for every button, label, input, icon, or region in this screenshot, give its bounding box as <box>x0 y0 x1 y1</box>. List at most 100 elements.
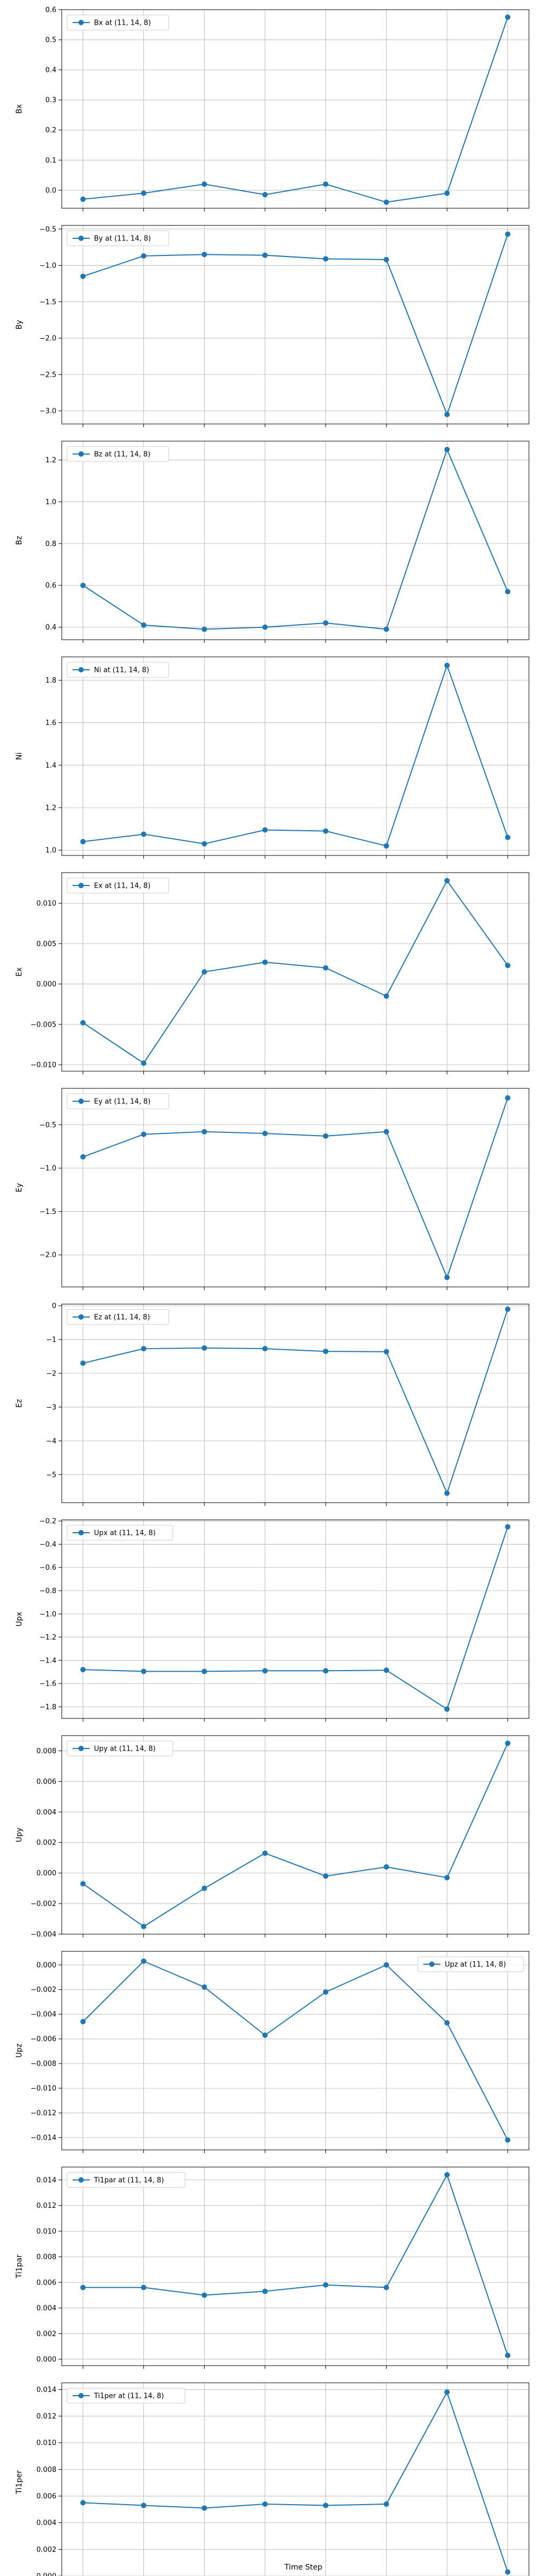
series-line <box>83 1309 509 1495</box>
data-point <box>383 2285 389 2290</box>
axes-frame <box>61 1735 529 1935</box>
data-point <box>383 1129 389 1135</box>
plot-area <box>62 657 529 855</box>
legend-box <box>67 446 169 462</box>
legend-box <box>67 14 169 31</box>
data-point <box>383 1349 389 1355</box>
axes-frame <box>61 1519 529 1719</box>
y-tick-label: 0.000 <box>37 2356 56 2364</box>
y-tick-label: −0.014 <box>31 2134 56 2142</box>
y-axis-label: Ni <box>15 752 24 760</box>
data-point <box>383 843 389 849</box>
legend: Bx at (11, 14, 8) <box>67 14 169 31</box>
legend-label: Ti1per at (11, 14, 8) <box>93 2392 164 2401</box>
subplot-ez: −5 −4 −3 −2 −1 0 Ez Ez at (11, 14, 8) <box>15 1302 529 1506</box>
y-tick-label: −1.0 <box>39 262 56 270</box>
y-tick-label: −0.005 <box>31 1021 56 1029</box>
axes-frame <box>61 1088 529 1287</box>
data-point <box>262 2501 268 2507</box>
legend-box <box>67 230 169 246</box>
series-line <box>83 233 509 416</box>
data-point <box>262 1346 268 1352</box>
data-point <box>141 1131 147 1137</box>
data-point <box>505 1306 511 1312</box>
legend-label: Upz at (11, 14, 8) <box>445 1961 506 1969</box>
y-axis-label: Bx <box>15 104 24 114</box>
data-point <box>201 626 207 632</box>
legend-marker <box>78 2393 84 2398</box>
data-point <box>262 2288 268 2294</box>
y-tick-label: 0.5 <box>45 36 56 45</box>
data-point <box>383 1962 389 1968</box>
y-tick-label: −1.5 <box>39 298 56 306</box>
y-tick-label: −3.0 <box>39 407 56 415</box>
y-axis-label: Ti1par <box>15 2255 24 2279</box>
data-point <box>444 2020 450 2026</box>
data-point <box>80 582 86 588</box>
axes-frame <box>61 1304 529 1503</box>
data-point <box>444 1706 450 1712</box>
data-point <box>323 1989 329 1995</box>
y-tick-label: 0.006 <box>37 2279 56 2287</box>
y-axis-label: Bz <box>15 536 24 545</box>
series-line <box>83 1526 509 1710</box>
y-tick-label: −0.4 <box>39 1541 56 1549</box>
y-tick-label: 0.3 <box>45 97 56 105</box>
plot-area <box>62 225 529 424</box>
legend-label: Upy at (11, 14, 8) <box>94 1745 156 1753</box>
series-line <box>83 663 509 847</box>
legend-marker <box>78 1314 84 1320</box>
y-tick-label: 0.006 <box>37 2493 56 2501</box>
data-point <box>505 231 511 237</box>
series-line <box>83 2173 509 2356</box>
legend: Ni at (11, 14, 8) <box>67 662 169 678</box>
axes-frame <box>61 1951 529 2150</box>
y-tick-label: 0.000 <box>37 1870 56 1878</box>
y-tick-label: 0.000 <box>37 1962 56 1970</box>
axes-frame <box>61 656 529 856</box>
y-tick-label: −0.8 <box>39 1587 56 1595</box>
legend-marker <box>78 667 84 672</box>
data-point <box>323 1668 329 1674</box>
legend: Upz at (11, 14, 8) <box>417 1956 524 1972</box>
data-point <box>505 1095 511 1101</box>
y-tick-label: 0 <box>52 1302 56 1311</box>
subplot-ex: −0.010 −0.005 0.000 0.005 0.010 Ex Ex at (11, … <box>15 872 529 1074</box>
data-point <box>383 1667 389 1673</box>
y-tick-label: 0.8 <box>45 540 56 548</box>
y-tick-label: −0.008 <box>31 2060 56 2068</box>
data-point <box>201 1129 207 1135</box>
y-tick-label: 0.002 <box>37 1839 56 1847</box>
series-line <box>82 448 509 630</box>
subplot-upx: −1.8 −1.6 −1.4 −1.2 −1.0 −0.8 −0.6 −0.4 −0.2 Upx U… <box>15 1518 529 1722</box>
data-point <box>505 835 511 840</box>
y-axis-label: Upx <box>15 1612 24 1626</box>
y-tick-label: 0.002 <box>37 2330 56 2338</box>
y-tick-label: 0.012 <box>37 2413 56 2421</box>
data-point <box>141 1060 147 1066</box>
subplot-bx: 0.0 0.1 0.2 0.3 0.4 0.5 0.6 Bx Bx at (11, 14, 8) <box>15 6 529 211</box>
y-tick-label: −4 <box>46 1437 56 1445</box>
data-point <box>323 1873 329 1879</box>
y-tick-label: 0.008 <box>37 2253 56 2262</box>
data-point <box>262 827 268 833</box>
legend-marker <box>78 1746 84 1751</box>
subplot-ti1per: 0.000 0.002 0.004 0.006 0.008 0.010 0.012 0.014… <box>15 2382 529 2576</box>
data-point <box>323 2282 329 2288</box>
y-axis-label: Ti1per <box>15 2470 24 2494</box>
x-axis-label: Time Step <box>284 2563 323 2572</box>
y-tick-label: −0.004 <box>31 1931 56 1939</box>
data-point <box>262 1668 268 1674</box>
y-tick-label: 0.6 <box>45 582 56 590</box>
legend-box <box>417 1956 524 1972</box>
series-line <box>82 1743 509 1927</box>
data-point <box>141 622 147 628</box>
data-point <box>444 878 450 884</box>
data-point <box>505 589 511 595</box>
legend-marker <box>429 1962 435 1967</box>
y-tick-label: 0.002 <box>37 2546 56 2554</box>
data-point <box>505 962 511 968</box>
data-point <box>383 993 389 999</box>
data-point <box>141 1958 147 1964</box>
series-line <box>83 17 509 203</box>
